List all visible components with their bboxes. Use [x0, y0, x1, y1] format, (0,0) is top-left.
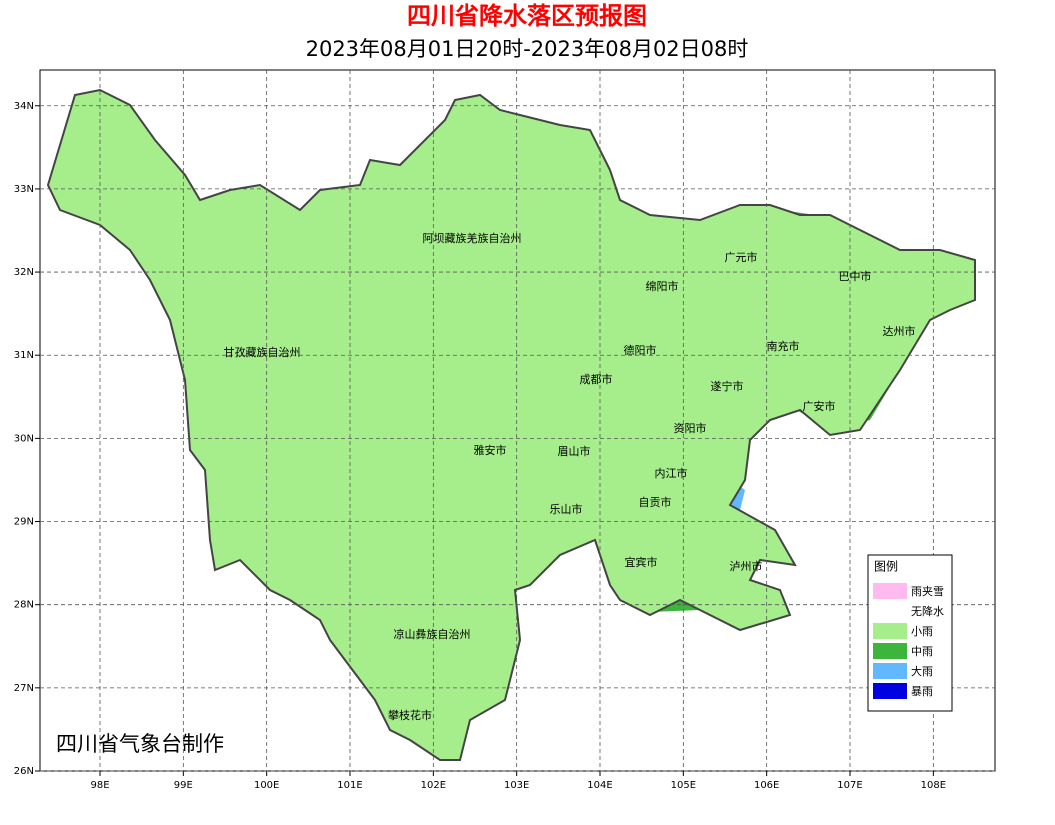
city-label: 凉山彝族自治州	[394, 627, 471, 641]
city-label: 阿坝藏族羌族自治州	[423, 231, 522, 245]
city-label: 达州市	[883, 324, 916, 338]
x-tick-label: 106E	[754, 780, 779, 791]
city-label: 南充市	[767, 339, 800, 353]
city-label: 成都市	[580, 372, 613, 386]
y-tick-label: 31N	[14, 350, 34, 361]
legend-swatch	[873, 583, 907, 599]
legend-swatch	[873, 643, 907, 659]
legend-label: 雨夹雪	[911, 585, 944, 598]
legend-swatch	[873, 683, 907, 699]
x-tick-label: 100E	[254, 780, 279, 791]
y-tick-label: 33N	[14, 184, 34, 195]
city-label: 乐山市	[550, 502, 583, 516]
x-tick-label: 102E	[421, 780, 446, 791]
city-label: 德阳市	[624, 343, 657, 357]
x-tick-label: 108E	[921, 780, 946, 791]
x-tick-label: 103E	[504, 780, 529, 791]
city-label: 甘孜藏族自治州	[224, 345, 301, 359]
x-tick-label: 107E	[837, 780, 862, 791]
legend-swatch	[873, 623, 907, 639]
y-tick-label: 34N	[14, 101, 34, 112]
city-label: 眉山市	[558, 444, 591, 458]
legend-label: 暴雨	[911, 685, 933, 698]
x-tick-label: 99E	[174, 780, 193, 791]
legend-label: 小雨	[911, 625, 933, 638]
credit: 四川省气象台制作	[56, 732, 224, 756]
y-tick-label: 28N	[14, 600, 34, 611]
legend-label: 无降水	[911, 604, 944, 618]
city-label: 雅安市	[474, 443, 507, 457]
legend-swatch	[873, 663, 907, 679]
x-tick-label: 101E	[337, 780, 362, 791]
y-tick-label: 27N	[14, 683, 34, 694]
province-border	[47, 89, 976, 761]
title: 四川省降水落区预报图	[407, 2, 647, 30]
legend-swatch	[873, 603, 907, 619]
city-label: 内江市	[655, 466, 688, 480]
city-label: 遂宁市	[711, 379, 744, 393]
city-label: 绵阳市	[646, 279, 679, 293]
city-label: 宜宾市	[625, 555, 658, 569]
city-label: 自贡市	[639, 495, 672, 509]
y-tick-label: 26N	[14, 766, 34, 777]
legend-label: 中雨	[911, 645, 933, 658]
city-label: 广元市	[725, 250, 758, 264]
y-tick-label: 29N	[14, 517, 34, 528]
subtitle: 2023年08月01日20时-2023年08月02日08时	[306, 37, 749, 61]
y-tick-label: 30N	[14, 433, 34, 444]
x-tick-label: 104E	[587, 780, 612, 791]
city-label: 巴中市	[839, 269, 872, 283]
y-tick-label: 32N	[14, 267, 34, 278]
x-tick-label: 98E	[90, 780, 109, 791]
legend-label: 大雨	[911, 664, 933, 678]
city-label: 泸州市	[730, 559, 763, 573]
city-label: 广安市	[803, 399, 836, 413]
city-label: 攀枝花市	[388, 708, 432, 722]
city-labels: 阿坝藏族羌族自治州 甘孜藏族自治州 凉山彝族自治州 攀枝花市 广元市 巴中市 绵…	[224, 231, 916, 722]
city-label: 资阳市	[674, 421, 707, 435]
legend-title: 图例	[874, 560, 898, 574]
x-tick-label: 105E	[671, 780, 696, 791]
